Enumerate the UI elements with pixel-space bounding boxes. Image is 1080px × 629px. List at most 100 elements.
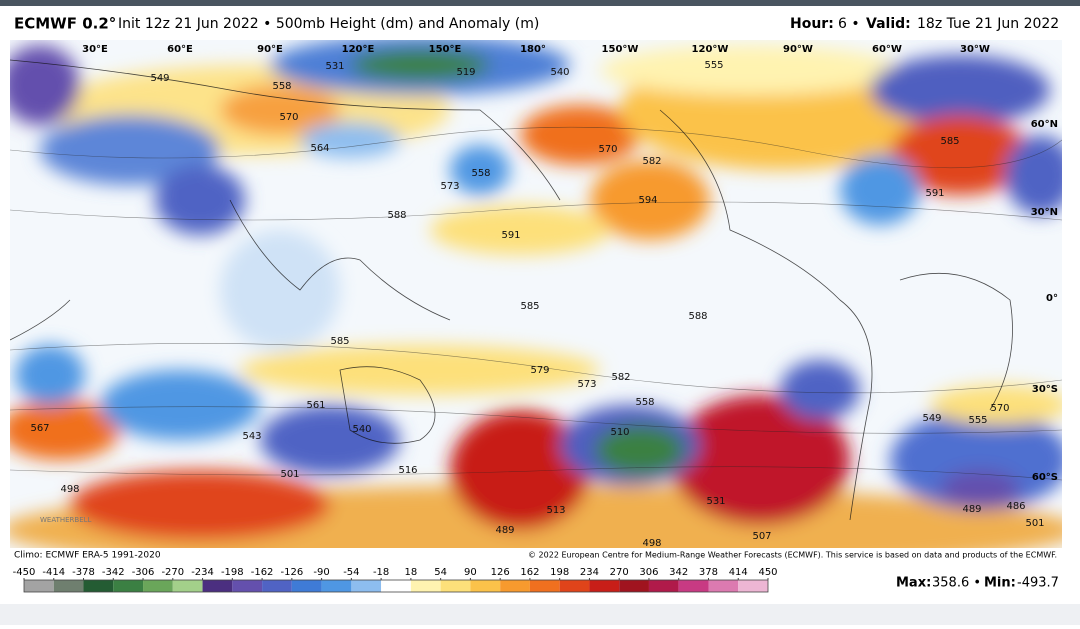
contour-label: 585	[940, 136, 959, 147]
contour-label: 585	[520, 301, 539, 312]
colorbar-segment	[113, 580, 144, 592]
colorbar-segment	[321, 580, 352, 592]
contour-label: 510	[610, 427, 629, 438]
contour-label: 507	[752, 531, 771, 542]
contour-label: 531	[706, 496, 725, 507]
contour-label: 570	[990, 403, 1009, 414]
contour-label: 558	[471, 168, 490, 179]
hour: 6 •	[838, 16, 860, 32]
contour-label: 501	[1025, 518, 1044, 529]
colorbar-segment	[143, 580, 173, 592]
colorbar-segment	[559, 580, 590, 592]
colorbar-tick-label: -234	[191, 567, 214, 578]
contour-label: 588	[387, 210, 406, 221]
contour-label: 498	[60, 484, 79, 495]
colorbar-segment	[53, 580, 84, 592]
colorbar-segment	[202, 580, 233, 592]
min-label: Min:	[984, 576, 1016, 591]
colorbar-segment	[83, 580, 114, 592]
colorbar-segment	[351, 580, 382, 592]
copyright: © 2022 European Centre for Medium-Range …	[528, 551, 1057, 560]
contour-label: 549	[922, 413, 941, 424]
lon-label: 180°	[520, 44, 546, 55]
colorbar-tick-label: -18	[373, 567, 389, 578]
lat-label: 60°N	[1031, 119, 1058, 130]
contour-label: 555	[968, 415, 987, 426]
anomaly-field	[10, 40, 1062, 548]
colorbar-tick-label: -126	[280, 567, 303, 578]
colorbar-tick-label: 54	[434, 567, 447, 578]
map: WEATHERBELL 30°E 60°E 90°E 120°E 150°E 180° 15…	[10, 40, 1062, 549]
lon-label: 120°E	[342, 44, 375, 55]
lat-label: 60°S	[1032, 472, 1058, 483]
colorbar-tick-label: 450	[758, 567, 777, 578]
max-label: Max:	[896, 576, 931, 591]
colorbar-tick-label: -414	[42, 567, 65, 578]
contour-label: 558	[635, 397, 654, 408]
colorbar-tick-label: 18	[405, 567, 418, 578]
contour-label: 543	[242, 431, 261, 442]
colorbar-segment	[738, 580, 768, 592]
lat-label: 30°S	[1032, 384, 1058, 395]
contour-label: 513	[546, 505, 565, 516]
lon-label: 150°W	[602, 44, 639, 55]
colorbar-segment	[440, 580, 471, 592]
colorbar-segment	[410, 580, 441, 592]
colorbar-segment	[262, 580, 292, 592]
climo: Climo: ECMWF ERA-5 1991-2020	[14, 551, 161, 561]
contour-label: 588	[688, 311, 707, 322]
top-bar	[0, 0, 1080, 6]
colorbar-frame	[23, 579, 769, 593]
contour-label: 591	[501, 230, 520, 241]
lon-label: 60°E	[167, 44, 193, 55]
colorbar-tick-label: -306	[132, 567, 155, 578]
colorbar-tick-label: -90	[313, 567, 329, 578]
contour-label: 519	[456, 67, 475, 78]
colorbar-segment	[708, 580, 739, 592]
contour-label: 570	[279, 112, 298, 123]
contour-label: 591	[925, 188, 944, 199]
contour-label: 594	[638, 195, 657, 206]
contour-label: 582	[611, 372, 630, 383]
contour-label: 561	[306, 400, 325, 411]
contour-label: 489	[495, 525, 514, 536]
lon-label: 90°E	[257, 44, 283, 55]
max: 358.6 •	[932, 576, 981, 591]
valid-label: Valid:	[866, 16, 911, 32]
colorbar-segment	[232, 580, 263, 592]
contour-label: 498	[642, 538, 661, 549]
colorbar-tick-label: 342	[669, 567, 688, 578]
lon-label: 150°E	[429, 44, 462, 55]
lon-label: 30°W	[960, 44, 990, 55]
contour-label: 558	[272, 81, 291, 92]
colorbar-segment	[678, 580, 709, 592]
colorbar-tick-label: 90	[464, 567, 477, 578]
colorbar-tick-label: 162	[520, 567, 539, 578]
contour-label: 582	[642, 156, 661, 167]
min: -493.7	[1017, 576, 1059, 591]
contour-label: 564	[310, 143, 329, 154]
colorbar-segment	[381, 580, 411, 592]
bottom-bar	[0, 604, 1080, 625]
colorbar-tick-label: -450	[13, 567, 36, 578]
contour-label: 540	[352, 424, 371, 435]
model: ECMWF 0.2°	[14, 15, 116, 33]
hour-label: Hour:	[790, 16, 834, 32]
colorbar-tick-label: 234	[580, 567, 599, 578]
colorbar-segment	[24, 580, 54, 592]
contour-label: 540	[550, 67, 569, 78]
colorbar-tick-label: 198	[550, 567, 569, 578]
colorbar-tick-label: -378	[72, 567, 95, 578]
contour-label: 531	[325, 61, 344, 72]
subtitle: Init 12z 21 Jun 2022 • 500mb Height (dm)…	[118, 16, 539, 32]
colorbar-segment	[529, 580, 560, 592]
colorbar-tick-label: 126	[491, 567, 510, 578]
contour-label: 573	[440, 181, 459, 192]
colorbar-tick-label: 414	[729, 567, 748, 578]
colorbar-tick-label: 270	[610, 567, 629, 578]
colorbar-tick-label: 306	[639, 567, 658, 578]
contour-label: 579	[530, 365, 549, 376]
coastlines	[10, 59, 1013, 521]
colorbar-segment	[619, 580, 649, 592]
